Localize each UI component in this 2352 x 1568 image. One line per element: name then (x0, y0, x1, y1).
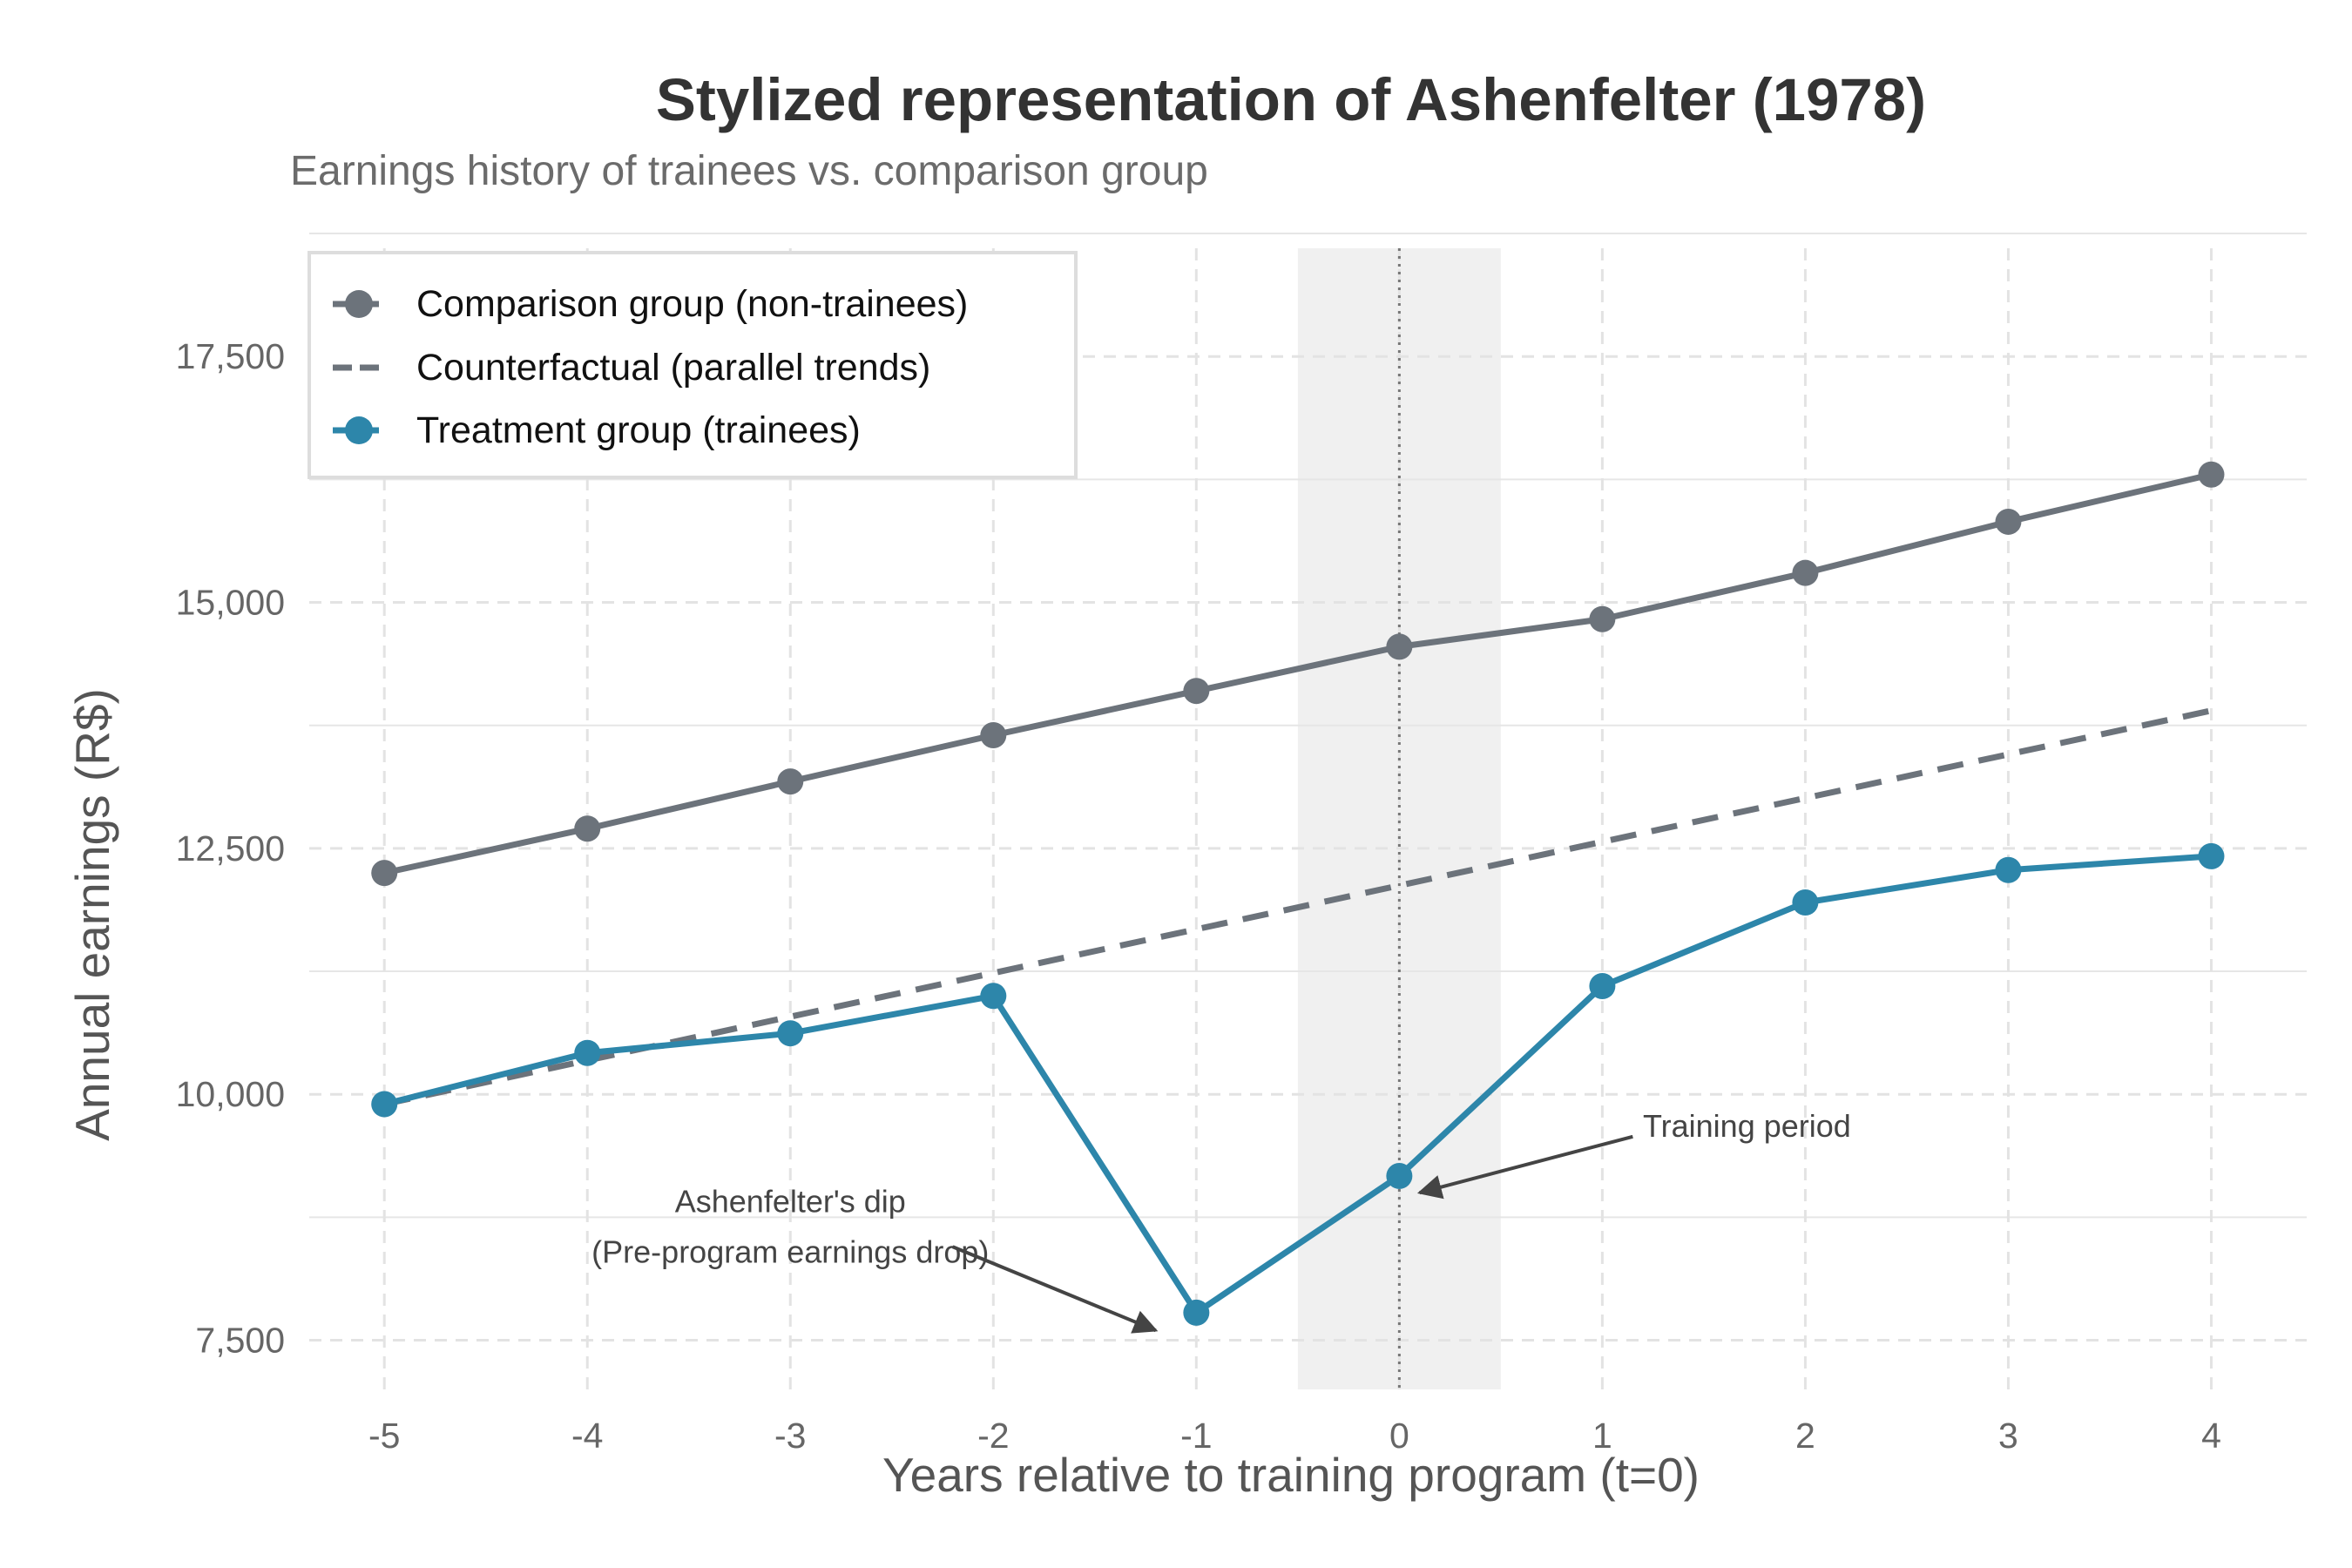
treatment-point (1792, 889, 1819, 916)
x-tick-label: -4 (571, 1416, 603, 1456)
legend-item-counterfactual: Counterfactual (parallel trends) (333, 347, 930, 389)
comparison-line (383, 471, 2213, 876)
x-axis-ticks: -5 -4 -3 -2 -1 0 1 2 3 4 (368, 1416, 2221, 1456)
dip-annotation-text: Ashenfelter's dip (675, 1184, 906, 1220)
dip-annotation-text: (Pre-program earnings drop) (591, 1234, 989, 1270)
y-tick-label: 12,500 (176, 828, 285, 868)
treatment-point (1995, 856, 2022, 883)
y-tick-label: 15,000 (176, 583, 285, 623)
training-annotation-arrow (1416, 1134, 1633, 1200)
legend-marker-comparison (345, 290, 373, 318)
x-axis-title: Years relative to training program (t=0) (882, 1448, 1700, 1502)
counterfactual-line (383, 707, 2213, 1107)
y-tick-label: 7,500 (195, 1321, 285, 1361)
x-tick-label: 0 (1389, 1416, 1409, 1456)
comparison-point (574, 815, 601, 842)
y-axis-ticks: 7,500 10,000 12,500 15,000 17,500 (176, 336, 285, 1360)
treatment-point (777, 1020, 804, 1047)
treatment-point (1183, 1299, 1210, 1326)
legend-box (308, 251, 1078, 479)
legend-item-treatment: Treatment group (trainees) (333, 409, 861, 451)
treatment-point (1386, 1162, 1413, 1189)
comparison-point (1183, 678, 1210, 705)
y-tick-label: 17,500 (176, 336, 285, 376)
chart-subtitle: Earnings history of trainees vs. compari… (290, 148, 1208, 194)
training-annotation-text: Training period (1643, 1108, 1851, 1144)
x-tick-label: 3 (1998, 1416, 2018, 1456)
comparison-point (1995, 508, 2022, 535)
comparison-point (371, 860, 398, 887)
treatment-point (574, 1039, 601, 1066)
x-tick-label: -5 (368, 1416, 400, 1456)
legend-marker-treatment (345, 416, 373, 444)
treatment-point (980, 983, 1007, 1010)
dip-annotation-arrow (951, 1245, 1159, 1334)
annotations: Ashenfelter's dip (Pre-program earnings d… (591, 1108, 1851, 1334)
legend-label-treatment: Treatment group (trainees) (416, 409, 861, 451)
treatment-point (2198, 842, 2225, 869)
chart-title: Stylized representation of Ashenfelter (… (656, 66, 1926, 133)
treatment-line (383, 853, 2212, 1316)
y-axis-title: Annual earnings (R$) (65, 688, 119, 1141)
legend-label-comparison: Comparison group (non-trainees) (416, 283, 968, 325)
y-tick-label: 10,000 (176, 1074, 285, 1114)
legend-label-counterfactual: Counterfactual (parallel trends) (416, 347, 930, 389)
series-lines (371, 461, 2225, 1326)
comparison-point (777, 768, 804, 795)
comparison-point (2198, 461, 2225, 488)
x-tick-label: 1 (1592, 1416, 1612, 1456)
comparison-point (1792, 559, 1819, 586)
x-tick-label: 4 (2201, 1416, 2221, 1456)
x-tick-label: -3 (774, 1416, 806, 1456)
x-tick-label: -1 (1180, 1416, 1212, 1456)
comparison-point (1386, 633, 1413, 660)
legend-item-comparison: Comparison group (non-trainees) (333, 283, 968, 325)
comparison-point (980, 722, 1007, 749)
treatment-point (1589, 972, 1616, 999)
treatment-point (371, 1091, 398, 1118)
x-tick-label: -2 (977, 1416, 1009, 1456)
legend: Comparison group (non-trainees) Counterf… (308, 251, 1078, 479)
x-tick-label: 2 (1795, 1416, 1815, 1456)
comparison-point (1589, 605, 1616, 632)
